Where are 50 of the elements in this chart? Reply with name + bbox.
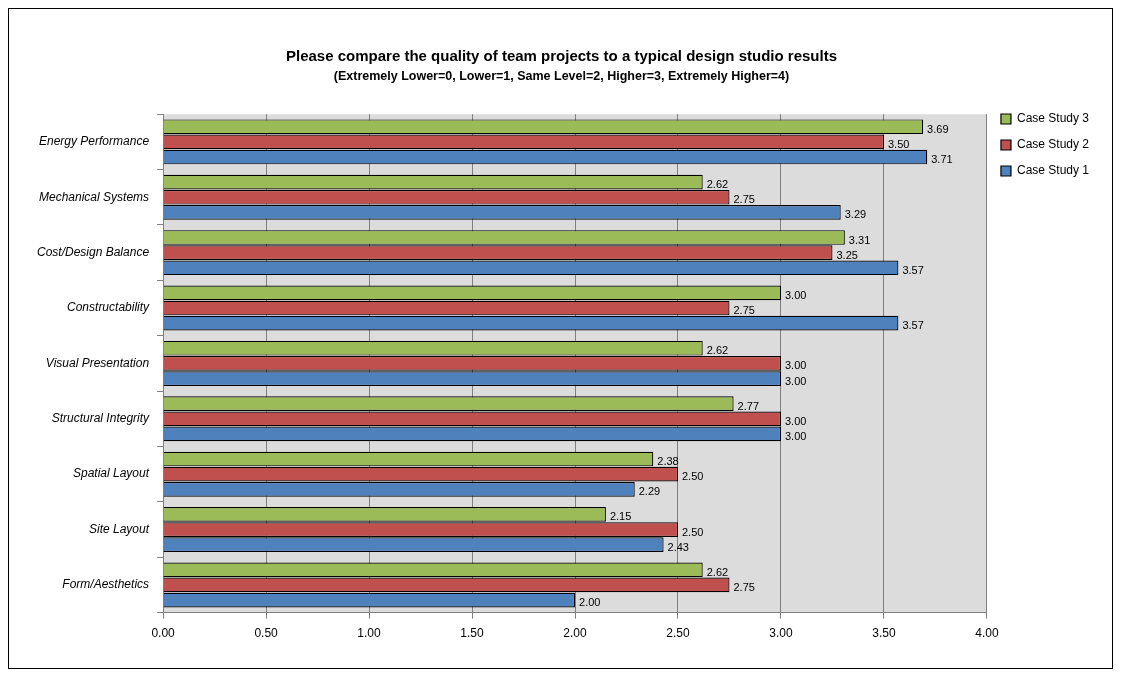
- data-label: 2.00: [579, 596, 601, 609]
- data-label: 3.00: [784, 359, 807, 372]
- data-label: 3.69: [927, 122, 949, 135]
- data-label: 2.50: [682, 470, 704, 483]
- data-label: 2.50: [682, 525, 704, 538]
- x-tick-label: 0.00: [151, 626, 176, 641]
- data-label: 3.00: [784, 374, 807, 387]
- legend-label: Case Study 1: [1016, 163, 1090, 178]
- chart-subtitle: (Extremely Lower=0, Lower=1, Same Level=2, Higher=3, Extremely Higher=4): [332, 69, 791, 83]
- x-tick-label: 1.00: [357, 626, 382, 641]
- data-label: 2.43: [667, 540, 689, 553]
- y-tick-label: Constructability: [67, 300, 151, 315]
- data-label: 3.57: [902, 319, 924, 332]
- data-label: 2.77: [737, 399, 760, 412]
- x-tick-label: 1.50: [460, 626, 485, 641]
- data-label: 2.75: [733, 580, 755, 593]
- x-tick-label: 0.50: [254, 626, 279, 641]
- x-tick-label: 3.50: [872, 626, 896, 641]
- y-tick-label: Visual Presentation: [45, 355, 150, 370]
- data-label: 3.00: [784, 414, 807, 427]
- data-label: 3.29: [844, 208, 867, 221]
- y-tick-label: Spatial Layout: [73, 466, 150, 481]
- x-tick-label: 2.50: [666, 626, 690, 641]
- data-label: 3.50: [887, 137, 910, 150]
- data-label: 3.00: [784, 288, 807, 301]
- data-label: 3.71: [931, 153, 953, 166]
- data-label: 2.75: [733, 304, 755, 317]
- data-label: 3.25: [836, 248, 858, 261]
- legend-label: Case Study 3: [1016, 111, 1090, 126]
- x-tick-label: 4.00: [975, 626, 999, 641]
- y-tick-label: Structural Integrity: [51, 411, 151, 426]
- y-tick-label: Cost/Design Balance: [37, 244, 150, 259]
- y-tick-label: Mechanical Systems: [39, 189, 150, 204]
- data-label: 2.38: [657, 455, 679, 468]
- y-tick-label: Site Layout: [89, 521, 150, 536]
- data-label: 2.62: [706, 344, 729, 357]
- data-label: 3.31: [848, 233, 871, 246]
- data-label: 2.75: [733, 193, 755, 206]
- y-tick-label: Energy Performance: [39, 134, 150, 149]
- data-label: 2.15: [609, 510, 632, 523]
- x-tick-label: 2.00: [563, 626, 588, 641]
- data-label: 2.29: [638, 485, 661, 498]
- data-label: 2.62: [706, 178, 729, 191]
- x-tick-label: 3.00: [769, 626, 793, 641]
- y-tick-label: Form/Aesthetics: [62, 577, 150, 592]
- data-label: 3.57: [902, 263, 924, 276]
- data-label: 2.62: [706, 565, 729, 578]
- legend-label: Case Study 2: [1016, 137, 1090, 152]
- chart-title: Please compare the quality of team projects to a typical design studio results: [285, 47, 838, 64]
- data-label: 3.00: [784, 429, 807, 442]
